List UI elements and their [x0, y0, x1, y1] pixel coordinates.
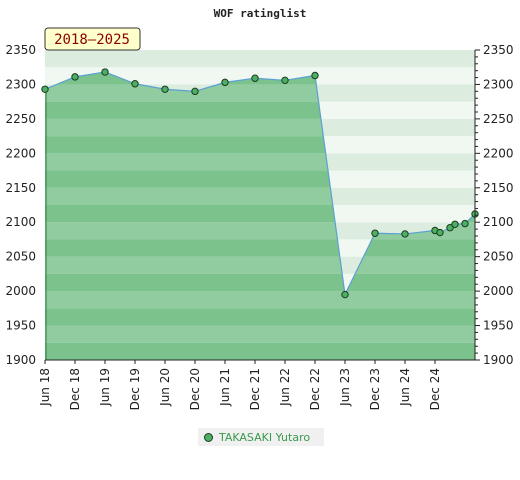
x-tick-label: Jun 23 [338, 368, 352, 407]
x-tick-label: Jun 22 [278, 368, 292, 407]
y-tick-label-left: 1900 [5, 353, 36, 367]
data-point [71, 73, 79, 81]
area-band [45, 239, 475, 257]
x-tick-label: Jun 21 [218, 368, 232, 407]
data-point [251, 74, 259, 82]
x-tick-label: Dec 20 [188, 368, 202, 410]
y-tick-label-right: 2000 [483, 284, 514, 298]
data-point [436, 228, 444, 237]
y-tick-label-left: 2000 [5, 284, 36, 298]
chart-title: WOF ratinglist [214, 7, 307, 20]
y-tick-label-right: 2150 [483, 181, 514, 195]
data-point [161, 85, 169, 93]
background-band [45, 67, 475, 85]
data-point [311, 71, 319, 80]
data-point [41, 85, 49, 93]
y-tick-label-right: 2250 [483, 112, 514, 126]
data-point [401, 230, 409, 238]
y-tick-label-left: 2200 [5, 146, 36, 160]
y-tick-label-right: 1900 [483, 353, 514, 367]
y-tick-label-right: 2050 [483, 250, 514, 264]
area-band [45, 342, 475, 360]
area-band [45, 291, 475, 309]
area-band [45, 325, 475, 343]
y-tick-label-left: 2250 [5, 112, 36, 126]
period-badge: 2018–2025 [44, 27, 141, 51]
background-band [45, 50, 475, 68]
data-point [131, 80, 139, 88]
y-tick-label-left: 2050 [5, 250, 36, 264]
x-tick-label: Dec 23 [368, 368, 382, 410]
legend-marker-icon [204, 432, 213, 442]
x-tick-label: Jun 20 [158, 368, 172, 407]
area-band [45, 308, 475, 326]
points-layer [41, 68, 479, 299]
y-tick-label-left: 1950 [5, 319, 36, 333]
data-point [281, 76, 289, 85]
data-point [191, 87, 199, 96]
y-tick-label-right: 1950 [483, 319, 514, 333]
data-point [446, 224, 454, 232]
x-tick-label: Jun 18 [38, 368, 52, 407]
y-axis-left: 1900 1950 2000 2050 2100 2150 2200 2250 2300 2350 [5, 43, 36, 367]
x-tick-label: Dec 22 [308, 368, 322, 410]
data-point [101, 68, 109, 76]
data-point [451, 220, 459, 228]
x-tick-label: Dec 18 [68, 368, 82, 410]
y-tick-label-left: 2150 [5, 181, 36, 195]
x-tick-label: Jun 24 [398, 368, 412, 407]
y-tick-label-right: 2350 [483, 43, 514, 57]
y-tick-label-right: 2100 [483, 215, 514, 229]
data-point [371, 229, 379, 237]
y-tick-label-right: 2200 [483, 146, 514, 160]
x-tick-label: Dec 19 [128, 368, 142, 410]
period-badge-label: 2018–2025 [54, 32, 130, 48]
y-axis-right: 1900 1950 2000 2050 2100 2150 2200 2250 2300 2350 [474, 43, 514, 367]
data-point [221, 78, 229, 87]
y-tick-label-right: 2300 [483, 77, 514, 91]
y-tick-label-left: 2350 [5, 43, 36, 57]
area-band [45, 273, 475, 292]
data-point [341, 290, 349, 299]
y-tick-label-left: 2300 [5, 77, 36, 91]
data-point [461, 219, 469, 228]
x-tick-label: Jun 19 [98, 368, 112, 407]
x-tick-label: Dec 21 [248, 368, 262, 410]
legend: TAKASAKI Yutaro [198, 428, 324, 446]
y-tick-label-left: 2100 [5, 215, 36, 229]
legend-label: TAKASAKI Yutaro [219, 430, 311, 444]
x-axis: Jun 18 Dec 18 Jun 19 Dec 19 Jun 20 Dec 20 Jun … [38, 359, 475, 410]
x-tick-label: Dec 24 [428, 368, 442, 410]
area-band [45, 256, 475, 274]
